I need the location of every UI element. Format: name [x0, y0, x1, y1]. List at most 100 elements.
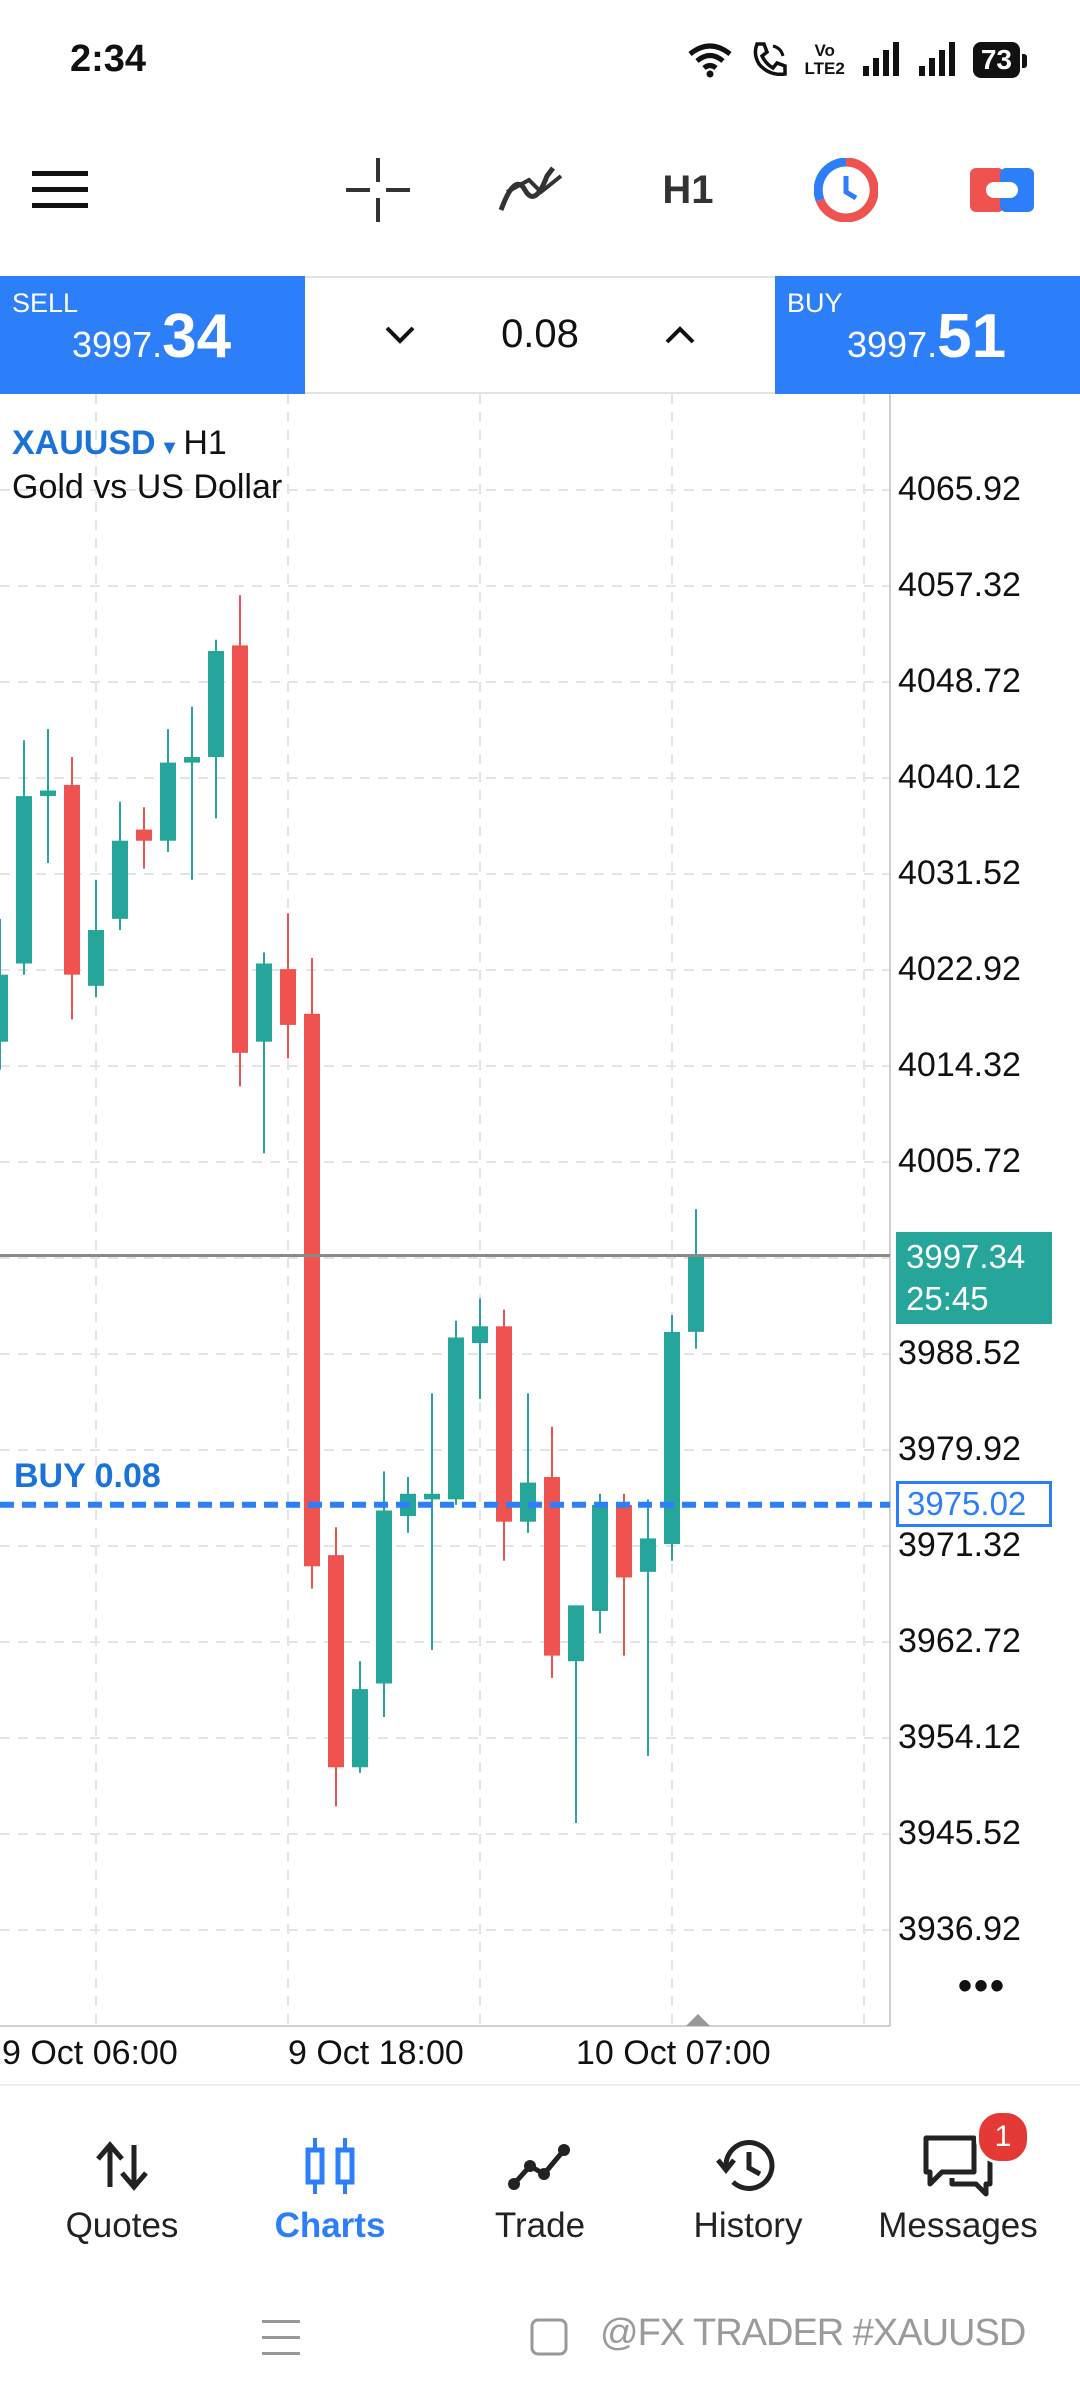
candle-body [40, 790, 56, 797]
symbol-description: Gold vs US Dollar [12, 468, 283, 506]
call-icon [753, 42, 787, 77]
candle-body [88, 930, 104, 986]
candle-body [352, 1689, 368, 1768]
crosshair-icon [346, 158, 410, 222]
nav-quotes-label: Quotes [65, 2206, 179, 2245]
candle-body [640, 1538, 656, 1572]
volte-indicator: Vo LTE2 [804, 41, 845, 78]
price-chart[interactable]: XAUUSD ▼ H1 Gold vs US Dollar 4065.92 4057.… [0, 394, 1080, 2084]
price-axis-label: 4040.12 [898, 758, 1021, 796]
menu-icon [32, 171, 88, 208]
dropdown-triangle-icon: ▼ [159, 437, 180, 459]
time-axis-label: 9 Oct 06:00 [2, 2034, 178, 2072]
candle-body [256, 963, 272, 1042]
more-options-icon[interactable]: ••• [958, 1964, 1007, 2008]
candle-body [160, 762, 176, 841]
buy-price: 3997.51 [847, 302, 1007, 371]
candle-body [112, 840, 128, 919]
nav-history[interactable]: History [640, 2086, 856, 2286]
nav-messages-label: Messages [878, 2206, 1038, 2245]
signal-icon-2 [918, 42, 955, 76]
chevron-down-icon [385, 326, 415, 344]
candle-body [496, 1326, 512, 1522]
battery-indicator: 73 [972, 42, 1028, 78]
sell-label: SELL [12, 288, 79, 318]
timeframe-button[interactable]: H1 [662, 167, 714, 212]
watermark-text: @FX TRADER #XAUUSD [600, 2312, 1026, 2354]
candle-body [304, 1013, 320, 1567]
account-icon [970, 168, 1034, 212]
messages-badge: 1 [976, 2110, 1030, 2164]
one-click-trade-panel: SELL 3997.34 0.08 BUY 3997.51 [0, 276, 1080, 394]
candle-body [688, 1255, 704, 1332]
nav-trade[interactable]: Trade [432, 2086, 648, 2286]
bar-countdown: 25:45 [906, 1279, 989, 1317]
price-axis-label: 4022.92 [898, 950, 1021, 988]
candle-body [376, 1510, 392, 1684]
bottom-navigation: Quotes Charts Trade History 1 Messages [0, 2084, 1080, 2286]
sort-arrows-icon [96, 2141, 148, 2191]
crosshair-button[interactable] [338, 130, 418, 250]
buy-label: BUY [787, 288, 843, 318]
price-axis-label: 3988.52 [898, 1334, 1021, 1372]
nav-charts-label: Charts [274, 2206, 386, 2245]
price-axis-label: 4048.72 [898, 662, 1021, 700]
lot-increase-button[interactable] [640, 298, 720, 372]
lot-size-value[interactable]: 0.08 [501, 312, 579, 356]
sell-price: 3997.34 [72, 302, 232, 371]
nav-quotes[interactable]: Quotes [14, 2086, 230, 2286]
nav-trade-label: Trade [494, 2206, 586, 2245]
candle-body [184, 757, 200, 763]
candle-body [0, 974, 8, 1042]
time-axis-label: 10 Oct 07:00 [576, 2034, 771, 2072]
indicators-icon [498, 166, 563, 211]
candle-body [472, 1326, 488, 1344]
price-axis-label: 4005.72 [898, 1142, 1021, 1180]
one-click-trading-button[interactable] [806, 130, 886, 250]
symbol-timeframe: H1 [183, 424, 227, 462]
recent-apps-icon[interactable] [262, 2318, 300, 2358]
candle-body [280, 969, 296, 1025]
status-time: 2:34 [70, 38, 147, 80]
menu-button[interactable] [20, 130, 100, 250]
price-axis-label: 4014.32 [898, 1046, 1021, 1084]
price-axis-label: 3979.92 [898, 1430, 1021, 1468]
system-navigation-bar [0, 2284, 1080, 2400]
buy-position-price: 3975.02 [896, 1480, 1052, 1527]
chart-toolbar: H1 [0, 130, 1080, 250]
status-bar: 2:34 Vo LTE2 73 [0, 0, 1080, 120]
buy-button[interactable]: BUY 3997.51 [775, 276, 1080, 394]
current-price-tag: 3997.34 25:45 [896, 1231, 1052, 1324]
candle-body [136, 829, 152, 841]
last-bar-marker [686, 2014, 710, 2026]
price-axis-label: 3936.92 [898, 1910, 1021, 1948]
signal-icon [862, 42, 899, 76]
lot-size-control: 0.08 [305, 276, 775, 394]
price-axis-label: 3945.52 [898, 1814, 1021, 1852]
candle-body [544, 1477, 560, 1656]
candle-body [208, 650, 224, 758]
price-axis-label: 4031.52 [898, 854, 1021, 892]
lot-decrease-button[interactable] [360, 298, 440, 372]
symbol-selector[interactable]: XAUUSD ▼ H1 [12, 424, 227, 463]
account-button[interactable] [962, 130, 1042, 250]
indicators-button[interactable] [492, 130, 572, 250]
candle-body [592, 1504, 608, 1611]
nav-history-label: History [693, 2206, 803, 2245]
symbol-code: XAUUSD [12, 424, 156, 462]
home-icon[interactable] [530, 2318, 568, 2356]
candle-body [424, 1493, 440, 1500]
nav-messages[interactable]: 1 Messages [850, 2086, 1066, 2286]
candlestick-chart[interactable] [0, 394, 1080, 2084]
wifi-icon [687, 43, 732, 78]
nav-charts[interactable]: Charts [222, 2086, 438, 2286]
sell-button[interactable]: SELL 3997.34 [0, 276, 305, 394]
one-click-trading-icon [814, 158, 878, 222]
buy-position-label[interactable]: BUY 0.08 [14, 1456, 161, 1495]
price-axis-label: 3954.12 [898, 1718, 1021, 1756]
status-icons: Vo LTE2 73 [687, 38, 1028, 82]
history-icon [716, 2139, 775, 2191]
price-axis-label: 3971.32 [898, 1526, 1021, 1564]
candle-body [16, 796, 32, 964]
candle-body [64, 784, 80, 975]
